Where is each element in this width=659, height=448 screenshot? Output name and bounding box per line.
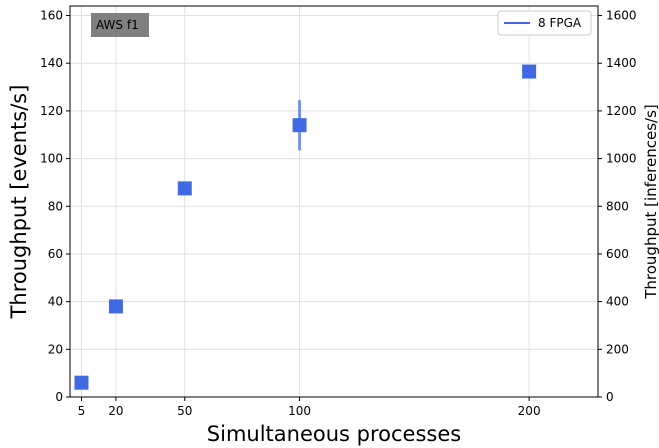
y-tick-label: 40 bbox=[48, 295, 63, 309]
legend: 8 FPGA bbox=[497, 10, 592, 36]
x-tick-label: 200 bbox=[518, 404, 541, 418]
y-tick-label: 140 bbox=[40, 56, 63, 70]
x-axis-title: Simultaneous processes bbox=[207, 422, 461, 446]
legend-box bbox=[497, 10, 592, 36]
y-right-tick-label: 400 bbox=[606, 295, 629, 309]
y-tick-label: 60 bbox=[48, 247, 63, 261]
data-point-marker bbox=[522, 64, 537, 79]
y-tick-label: 20 bbox=[48, 342, 63, 356]
data-layer bbox=[74, 64, 537, 390]
y-tick-label: 160 bbox=[40, 9, 63, 23]
y-axis-title: Throughput [events/s] bbox=[7, 85, 31, 320]
x-tick-label: 5 bbox=[78, 404, 86, 418]
y-tick-label: 80 bbox=[48, 199, 63, 213]
data-point-marker bbox=[177, 181, 192, 196]
plot-frame bbox=[69, 5, 599, 398]
y-tick-label: 120 bbox=[40, 104, 63, 118]
legend-label: 8 FPGA bbox=[538, 16, 582, 30]
y-right-tick-label: 0 bbox=[606, 390, 614, 404]
x-tick-label: 50 bbox=[177, 404, 192, 418]
y-tick-label: 0 bbox=[55, 390, 63, 404]
data-point-marker bbox=[292, 118, 307, 133]
y-axis-right-title: Throughput [inferences/s] bbox=[642, 104, 659, 300]
annotation-box: AWS f1 bbox=[91, 13, 149, 37]
y-right-tick-label: 1600 bbox=[606, 9, 637, 23]
y-right-tick-label: 1000 bbox=[606, 152, 637, 166]
annotation-text: AWS f1 bbox=[96, 18, 139, 32]
x-tick-label: 100 bbox=[288, 404, 311, 418]
ticks: 5 20 50 100 20002040608010012014016002004006… bbox=[40, 9, 636, 418]
x-tick-label: 20 bbox=[108, 404, 123, 418]
y-right-tick-label: 1200 bbox=[606, 104, 637, 118]
y-right-tick-label: 600 bbox=[606, 247, 629, 261]
y-right-tick-label: 1400 bbox=[606, 56, 637, 70]
data-point-marker bbox=[74, 375, 89, 390]
y-right-tick-label: 200 bbox=[606, 342, 629, 356]
annotation-background bbox=[91, 13, 149, 37]
grid bbox=[70, 6, 598, 398]
y-tick-label: 100 bbox=[40, 152, 63, 166]
data-point-marker bbox=[108, 299, 123, 314]
y-right-tick-label: 800 bbox=[606, 199, 629, 213]
